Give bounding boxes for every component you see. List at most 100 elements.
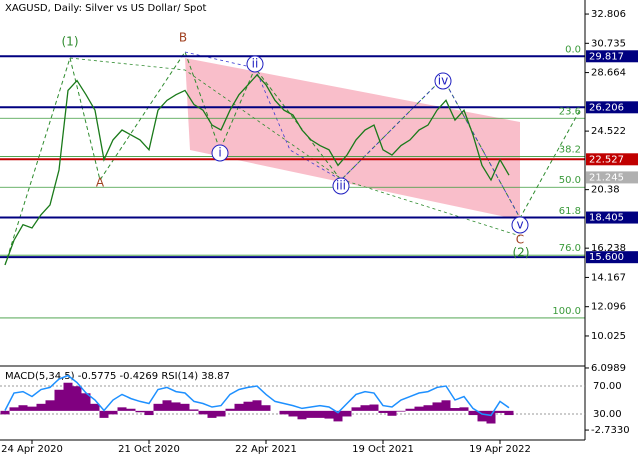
macd-bar: [162, 400, 172, 411]
macd-bar: [333, 410, 343, 422]
macd-bar: [450, 408, 460, 411]
fib-label: 0.0: [565, 45, 581, 56]
macd-bar: [189, 409, 199, 411]
macd-bar: [126, 408, 136, 411]
macd-bar: [144, 410, 154, 416]
x-tick-label: 21 Oct 2020: [118, 444, 180, 455]
macd-bar: [306, 410, 316, 418]
y-tick-label: 32.806: [591, 9, 626, 20]
macd-bar: [54, 389, 64, 411]
fib-label: 76.0: [559, 243, 581, 254]
fib-label: 50.0: [559, 175, 581, 186]
level-box: [586, 101, 638, 114]
y-tick-label: 6.0989: [591, 363, 626, 374]
level-box: [586, 171, 638, 184]
wave-label: i: [218, 146, 221, 160]
macd-bar: [459, 407, 469, 411]
level-label: 18.405: [589, 213, 624, 224]
wave-channel: [185, 58, 520, 220]
macd-bar: [369, 404, 379, 411]
wave-label: (1): [62, 35, 79, 49]
macd-bar: [243, 401, 253, 411]
y-tick-label: 28.664: [591, 68, 626, 79]
price-line: [4, 73, 510, 266]
macd-bar: [63, 382, 73, 411]
macd-bar: [342, 410, 352, 417]
macd-bar: [99, 410, 109, 418]
y-tick-label: 10.025: [591, 331, 626, 342]
level-box: [586, 50, 638, 63]
y-tick-label: -2.7330: [591, 425, 630, 436]
y-tick-label: 14.167: [591, 272, 626, 283]
chart-title: XAGUSD, Daily: Silver vs US Dollar/ Spot: [5, 3, 207, 14]
macd-bar: [495, 410, 505, 413]
macd-bar: [180, 403, 190, 411]
y-tick-label: 16.238: [591, 243, 626, 254]
level-box: [586, 211, 638, 224]
wave-circle: [211, 144, 229, 162]
y-tick-label: 24.522: [591, 126, 626, 137]
macd-bar: [297, 410, 307, 420]
macd-bar: [504, 410, 514, 416]
fib-label: 38.2: [559, 144, 581, 155]
macd-bar: [279, 410, 289, 415]
macd-bar: [18, 405, 28, 411]
indicator-title: MACD(5,34,5) -0.5775 -0.4269 RSI(14) 38.…: [5, 371, 230, 382]
wave-label: (2): [513, 246, 530, 260]
macd-bar: [27, 406, 37, 411]
macd-bar: [234, 403, 244, 411]
macd-bar: [288, 410, 298, 417]
level-label: 26.206: [589, 102, 624, 113]
x-tick-label: 19 Apr 2022: [469, 444, 531, 455]
wave-label: iv: [438, 74, 448, 88]
macd-bar: [378, 410, 388, 413]
macd-bar: [441, 400, 451, 411]
fib-label: 61.8: [559, 206, 581, 217]
macd-bar: [486, 410, 496, 424]
x-tick-label: 24 Apr 2020: [1, 444, 63, 455]
level-box: [586, 153, 638, 166]
fib-label: 100.0: [552, 306, 581, 317]
level-box: [586, 251, 638, 264]
macd-bar: [90, 403, 100, 411]
macd-bar: [360, 405, 370, 411]
fib-label: 23.6: [559, 106, 581, 117]
y-tick-label: 20.38: [591, 185, 620, 196]
macd-bar: [0, 410, 10, 415]
x-tick-label: 19 Oct 2021: [352, 444, 414, 455]
wave-circle: [511, 216, 529, 234]
level-label: 22.527: [589, 154, 624, 165]
macd-bar: [387, 410, 397, 416]
macd-bar: [117, 407, 127, 411]
level-label: 21.245: [589, 172, 624, 183]
level-label: 29.817: [589, 51, 624, 62]
macd-bar: [108, 410, 118, 415]
x-tick-label: 22 Apr 2021: [235, 444, 297, 455]
y2-tick-label: 70.00: [593, 381, 622, 392]
y-tick-label: 30.735: [591, 38, 626, 49]
macd-bar: [171, 402, 181, 411]
macd-bar: [432, 402, 442, 411]
wave-circle: [332, 177, 350, 195]
macd-bar: [36, 403, 46, 411]
macd-bar: [351, 407, 361, 411]
macd-bar: [198, 410, 208, 415]
macd-bar: [45, 400, 55, 411]
macd-bar: [252, 400, 262, 411]
wave-label: C: [516, 233, 524, 247]
macd-bar: [9, 407, 19, 411]
macd-bar: [468, 410, 478, 416]
macd-bar: [216, 410, 226, 417]
macd-bar: [396, 410, 406, 412]
y-tick-label: 12.096: [591, 302, 626, 313]
macd-bar: [153, 403, 163, 411]
wave-circle: [434, 72, 452, 90]
wave-trend: [69, 57, 521, 237]
wave-label: B: [179, 31, 187, 45]
macd-bar: [207, 410, 217, 418]
macd-bar: [324, 410, 334, 419]
macd-bar: [225, 408, 235, 411]
y2-tick-label: 30.00: [593, 409, 622, 420]
macd-bar: [261, 405, 271, 411]
subwave-path: [184, 51, 521, 219]
